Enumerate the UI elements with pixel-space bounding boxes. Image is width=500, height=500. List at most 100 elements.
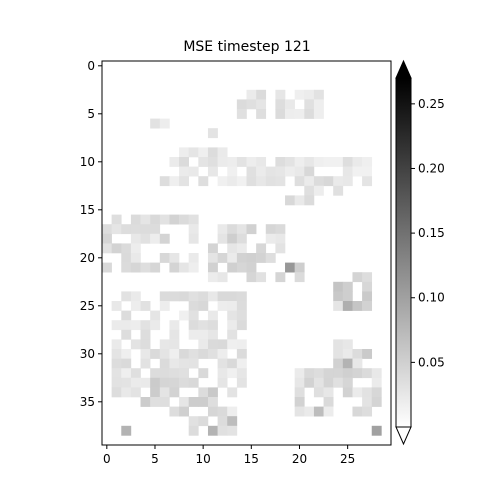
heatmap-cell [188,320,199,331]
heatmap-cell [111,377,122,388]
heatmap-cell [150,387,161,398]
heatmap-cell [227,262,238,273]
heatmap-cell [236,368,247,379]
heatmap-cell [304,157,315,167]
heatmap-cell [352,301,363,311]
heatmap-cell [304,377,315,388]
heatmap-cell [285,166,295,177]
heatmap-cell [362,397,373,407]
colorbar-gradient [396,78,411,427]
heatmap-cell [304,185,315,196]
heatmap-cell [265,166,276,177]
heatmap-cell [159,291,170,302]
heatmap-cell [313,157,324,167]
heatmap-cell [102,233,112,244]
heatmap-cell [121,243,132,254]
y-tick-label: 10 [80,155,95,169]
heatmap-cell [217,253,228,263]
heatmap-cell [256,89,267,100]
heatmap-cell [256,253,267,263]
heatmap-cell [333,339,344,350]
heatmap-cell [217,349,228,359]
heatmap-cell [304,89,315,100]
heatmap-cell [256,99,267,110]
heatmap-cell [159,214,170,225]
colorbar-extend-min [395,426,412,446]
heatmap-cell [227,291,238,302]
heatmap-cell [294,109,305,119]
heatmap-cell [323,397,334,407]
heatmap-cell [217,339,228,350]
heatmap-cell [159,368,170,379]
x-tick-label: 10 [196,452,211,466]
heatmap-cell [207,406,218,417]
heatmap-cell [179,262,189,273]
heatmap-cell [207,339,218,350]
heatmap-cell [236,253,247,263]
heatmap-cell [130,301,141,311]
y-tick-label: 30 [80,347,95,361]
heatmap-cell [313,99,324,110]
heatmap-cell [352,157,363,167]
heatmap-cell [130,262,141,273]
heatmap-cell [275,176,286,187]
heatmap-cell [275,157,286,167]
y-tick-label: 20 [80,251,95,265]
heatmap-cell [256,109,267,119]
heatmap-cell [342,377,353,388]
heatmap-cell [169,339,180,350]
heatmap-cell [111,339,122,350]
y-tick-label: 35 [80,395,95,409]
heatmap-cell [285,99,295,110]
heatmap-cell [371,387,382,398]
heatmap-cell [188,253,199,263]
heatmap-cell [207,253,218,263]
heatmap-cell [207,387,218,398]
heatmap-cell [362,176,373,187]
heatmap-cell [294,377,305,388]
heatmap-cell [159,377,170,388]
colorbar: 0.05 0.10 0.15 0.20 0.25 [395,59,445,446]
colorbar-tick-label: 0.10 [418,291,445,305]
heatmap-cell [198,339,209,350]
heatmap-cell [333,291,344,302]
heatmap-cell [169,377,180,388]
x-tick-label: 15 [244,452,259,466]
heatmap-cell [246,89,257,100]
heatmap-cell [227,253,238,263]
heatmap-cell [342,368,353,379]
heatmap-cell [313,176,324,187]
heatmap-cell [179,377,189,388]
heatmap-cell [159,358,170,369]
heatmap-cell [236,310,247,321]
heatmap-cell [217,233,228,244]
heatmap-cell [227,243,238,254]
heatmap-cell [246,157,257,167]
heatmap-cell [140,224,151,235]
heatmap-cell [227,368,238,379]
heatmap-cell [362,368,373,379]
heatmap-cell [188,397,199,407]
heatmap-cell [256,243,267,254]
heatmap-cell [198,176,209,187]
colorbar-tick-label: 0.20 [418,161,445,175]
heatmap-cell [265,233,276,244]
heatmap-cells [102,89,382,436]
heatmap-cell [217,406,228,417]
heatmap-cell [246,253,257,263]
heatmap-cell [198,416,209,427]
heatmap-cell [217,425,228,436]
heatmap-cell [198,397,209,407]
heatmap-cell [169,320,180,331]
heatmap-cell [333,301,344,311]
heatmap-cell [217,377,228,388]
heatmap-cell [207,349,218,359]
heatmap-cell [246,176,257,187]
heatmap-cell [227,387,238,398]
heatmap-cell [121,358,132,369]
heatmap-cell [121,349,132,359]
heatmap-cell [236,291,247,302]
heatmap-cell [159,301,170,311]
heatmap-cell [342,387,353,398]
heatmap-cell [111,243,122,254]
